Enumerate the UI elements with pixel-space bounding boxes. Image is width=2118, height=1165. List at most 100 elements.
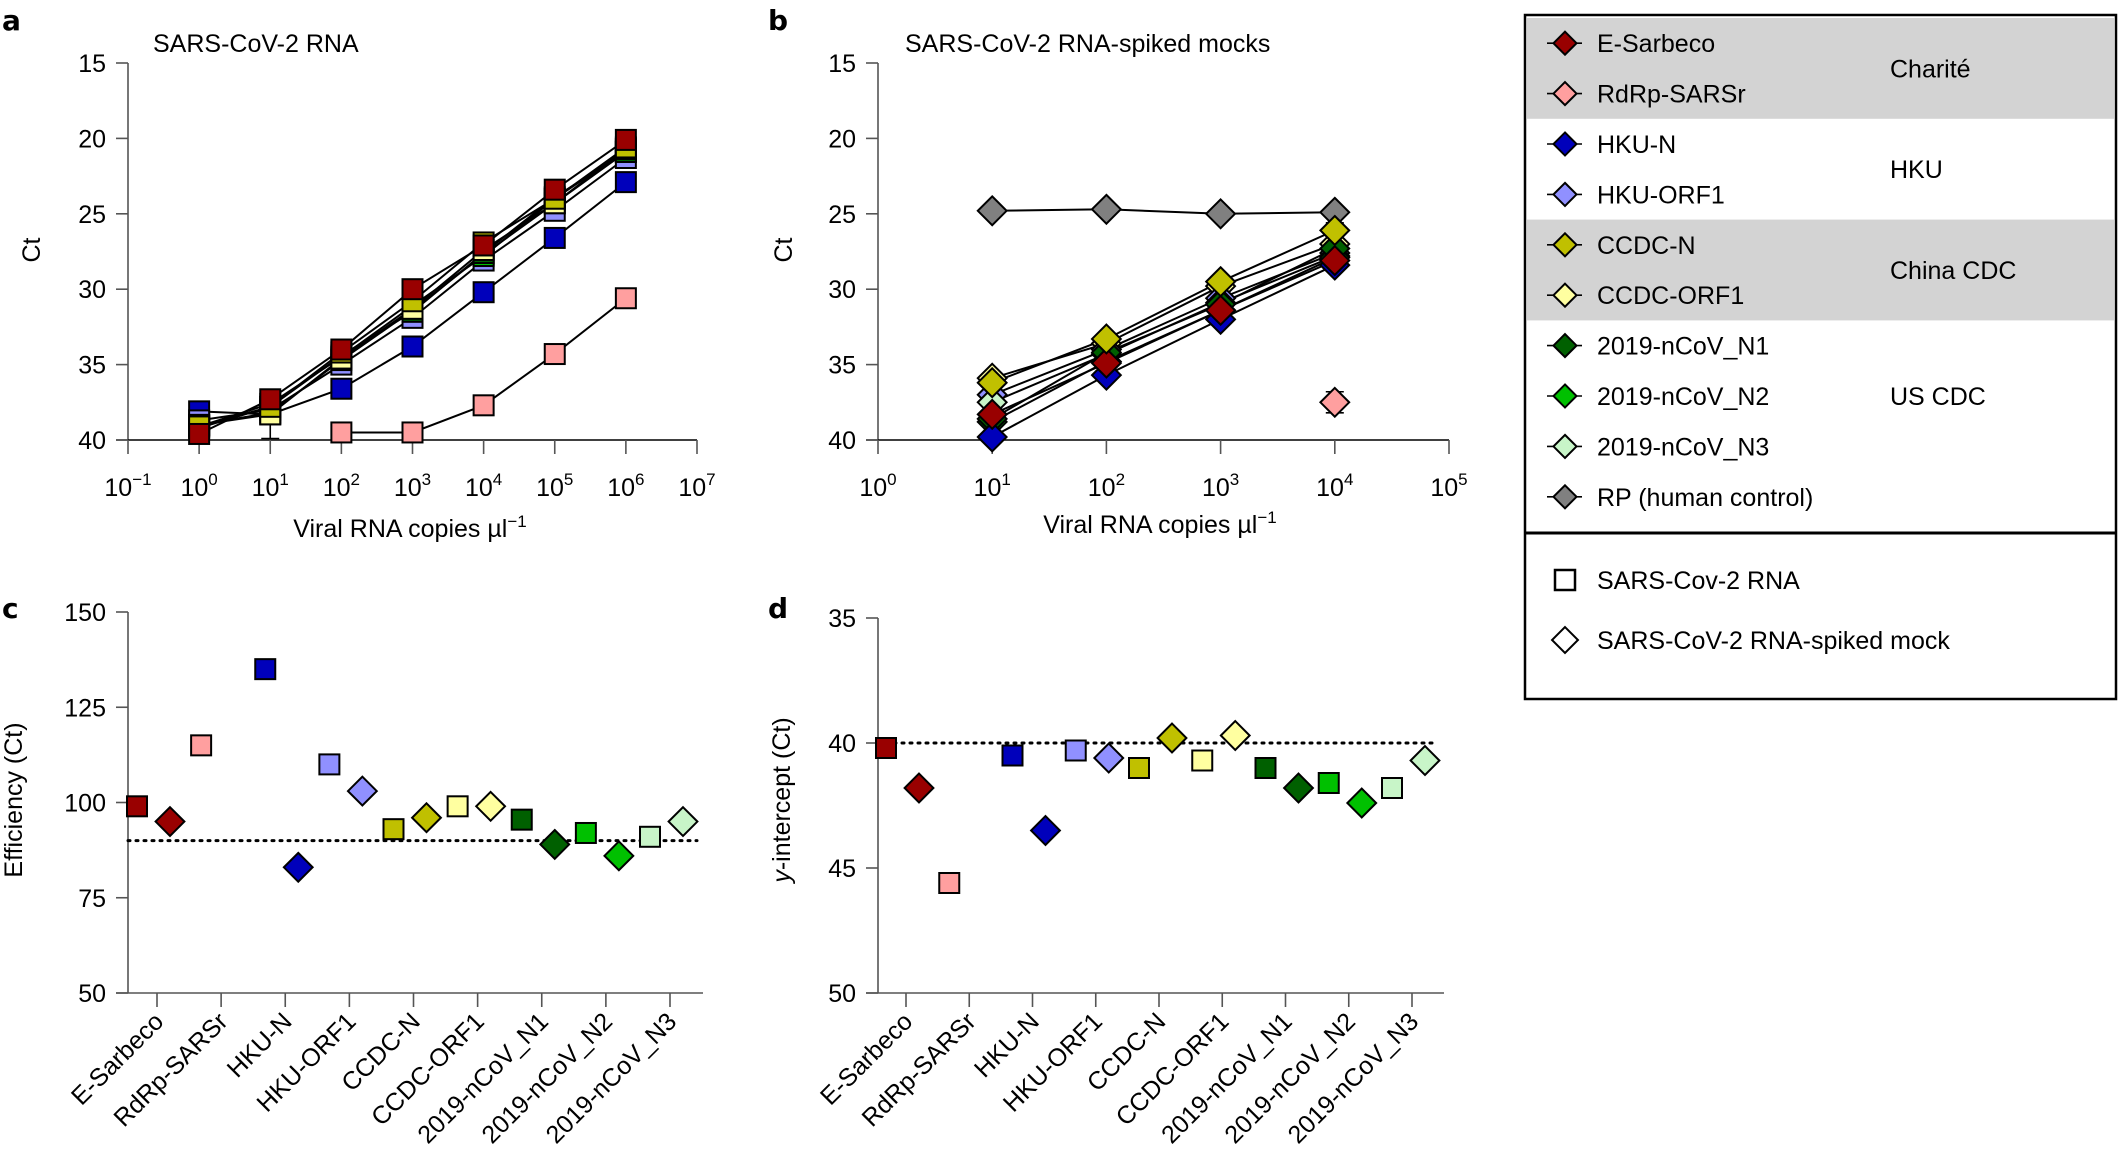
- legend-group-label-china-cdc: China CDC: [1890, 257, 2016, 285]
- legend-item-2019-ncov-n2: 2019-nCoV_N2: [1547, 383, 1769, 411]
- panel-a-xtick-label-exp: 1: [279, 470, 288, 489]
- panel-c-point-2019-ncov-n1-square: [510, 808, 533, 831]
- panel-d-point-hku-n-square: [1001, 744, 1024, 767]
- legend-group-label-us-cdc: US CDC: [1890, 383, 1986, 411]
- legend-item-rdrp-sarsr: RdRp-SARSr: [1547, 81, 1746, 109]
- legend-group-band-china-cdc: [1527, 219, 2114, 321]
- panel-d-ytick-label: 35: [828, 605, 856, 633]
- legend-item-ccdc-orf1: CCDC-ORF1: [1547, 282, 1744, 310]
- panel-c-ytick-label: 50: [78, 980, 106, 1008]
- panel-d-point-2019-ncov-n3-diamond: [1409, 744, 1441, 777]
- panel-d-ytick-label: 50: [828, 980, 856, 1008]
- panel-b-line-hku-n: [991, 264, 1336, 438]
- panel-a-point-rdrp-sarsr: [330, 421, 353, 444]
- legend-item-label: HKU-ORF1: [1597, 181, 1725, 209]
- legend-diamond-icon: [1552, 433, 1578, 460]
- panel-d-point-ccdc-n-square: [1128, 757, 1150, 779]
- panel-a-xtick-label-base: 10: [104, 474, 132, 502]
- panel-a-point-rdrp-sarsr: [543, 343, 566, 366]
- panel-d-point-e-sarbeco-diamond: [903, 772, 935, 804]
- panel-c-point-ccdc-orf1-square: [446, 795, 469, 818]
- panel-b-point-ccdc-n: [1204, 265, 1237, 298]
- legend-item-hku-orf1: HKU-ORF1: [1547, 181, 1725, 209]
- panel-a-point-e-sarbeco: [614, 128, 637, 151]
- panel-c-point-e-sarbeco-square: [126, 795, 148, 818]
- legend-item-label: CCDC-ORF1: [1597, 282, 1744, 310]
- panel-c-point-2019-ncov-n3-diamond: [667, 805, 699, 838]
- panel-b-line-e-sarbeco: [991, 259, 1336, 416]
- legend-item-e-sarbeco: E-Sarbeco: [1547, 30, 1715, 58]
- panel-b-ytick-label: 30: [828, 276, 856, 304]
- panel-b-xlabel-sup: −1: [1257, 508, 1276, 527]
- legend-diamond-icon: [1552, 383, 1578, 409]
- panel-a-point-hku-n: [330, 377, 353, 400]
- panel-c-ytick-label: 125: [64, 694, 106, 722]
- panel-d-ylabel-rest: -intercept (Ct): [768, 717, 796, 870]
- legend-diamond-icon: [1552, 332, 1578, 359]
- panel-a-line-chart: SARS-CoV-2 RNA Ct Viral RNA copies µl−1 …: [18, 30, 716, 543]
- panel-c-ytick-label: 100: [64, 790, 106, 818]
- panel-a-xtick-label-base: 10: [323, 474, 351, 502]
- legend-shape-square: SARS-Cov-2 RNA: [1553, 567, 1800, 595]
- panel-a-point-e-sarbeco: [330, 338, 353, 361]
- legend-item-label: RP (human control): [1597, 484, 1813, 512]
- panel-a-xtick-label: 102: [323, 470, 360, 502]
- panel-b-xtick-label-base: 10: [859, 474, 887, 502]
- panel-a-point-e-sarbeco: [543, 178, 566, 201]
- panel-d-scatter-chart: y-intercept (Ct) 35404550E-SarbecoRdRp-S…: [768, 605, 1444, 1149]
- panel-c-point-ccdc-n-square: [382, 818, 405, 841]
- panel-a-xtick-label-exp: 5: [564, 470, 573, 489]
- panel-c-point-hku-orf1-diamond: [346, 775, 379, 807]
- panel-a-xtick-label-exp: 3: [422, 470, 431, 489]
- panel-b-point-rdrp-sarsr: [1318, 386, 1351, 419]
- panel-a-xtick-label: 107: [678, 470, 715, 502]
- panel-b-xtick-label-exp: 4: [1344, 470, 1353, 489]
- panel-label-c: c: [2, 592, 19, 625]
- panel-b-line-ccdc-n: [991, 229, 1336, 384]
- legend-diamond-icon: [1552, 131, 1578, 157]
- panel-a-point-rdrp-sarsr: [401, 421, 424, 444]
- panel-label-d: d: [768, 592, 788, 625]
- panel-a-point-e-sarbeco: [472, 234, 495, 257]
- panel-c-ytick-label: 75: [78, 885, 106, 913]
- panel-b-xlabel: Viral RNA copies µl−1: [1043, 508, 1276, 539]
- panel-c-point-ccdc-orf1-diamond: [474, 790, 507, 823]
- panel-b-line-rp-human-control: [992, 208, 1335, 215]
- legend-item-2019-ncov-n1: 2019-nCoV_N1: [1547, 333, 1769, 361]
- panel-a-ylabel: Ct: [18, 237, 46, 262]
- panel-a-point-hku-n: [472, 281, 495, 304]
- legend-item-label: 2019-nCoV_N1: [1597, 333, 1769, 361]
- panel-a-point-hku-n: [401, 335, 424, 358]
- panel-a-xtick-label-exp: 0: [208, 470, 217, 489]
- legend-diamond-icon: [1552, 231, 1578, 258]
- panel-c-point-ccdc-n-diamond: [410, 801, 443, 834]
- panel-label-b: b: [768, 4, 788, 37]
- panel-b-point-ccdc-n: [976, 366, 1009, 399]
- legend-diamond-icon: [1552, 282, 1578, 309]
- panel-d-point-hku-orf1-square: [1064, 739, 1087, 762]
- panel-a-point-e-sarbeco: [259, 388, 282, 411]
- legend-border: [1523, 13, 2118, 701]
- panel-b-point-ccdc-n: [1318, 214, 1351, 247]
- legend-group-label-hku: HKU: [1890, 156, 1943, 184]
- panel-b-ytick-label: 20: [828, 125, 856, 153]
- panel-a-ytick-label: 15: [78, 50, 106, 78]
- panel-a-xtick-label-exp: 7: [706, 470, 715, 489]
- panel-a-xtick-label: 101: [252, 470, 289, 502]
- panel-a-xlabel-main: Viral RNA copies µl: [293, 515, 507, 543]
- panel-b-xtick-label: 100: [859, 470, 896, 502]
- legend-group-band-charit: [1527, 18, 2114, 119]
- panel-c-point-hku-n-diamond: [282, 851, 315, 884]
- panel-d-point-2019-ncov-n3-square: [1381, 777, 1403, 799]
- panel-b-xtick-label: 103: [1202, 470, 1239, 502]
- legend-group-label-charit: Charité: [1890, 55, 1971, 83]
- panel-c-point-2019-ncov-n1-diamond: [538, 828, 571, 861]
- panel-b-xtick-label-base: 10: [1202, 474, 1230, 502]
- panel-a-xtick-label-base: 10: [678, 474, 706, 502]
- panel-b-line-chart: SARS-CoV-2 RNA-spiked mocks Ct Viral RNA…: [770, 30, 1468, 539]
- panel-b-line-2019-ncov-n1: [991, 247, 1336, 420]
- panel-b-xtick-label-exp: 3: [1230, 470, 1239, 489]
- panel-a-ytick-label: 30: [78, 276, 106, 304]
- panel-b-point-e-sarbeco: [1318, 244, 1351, 277]
